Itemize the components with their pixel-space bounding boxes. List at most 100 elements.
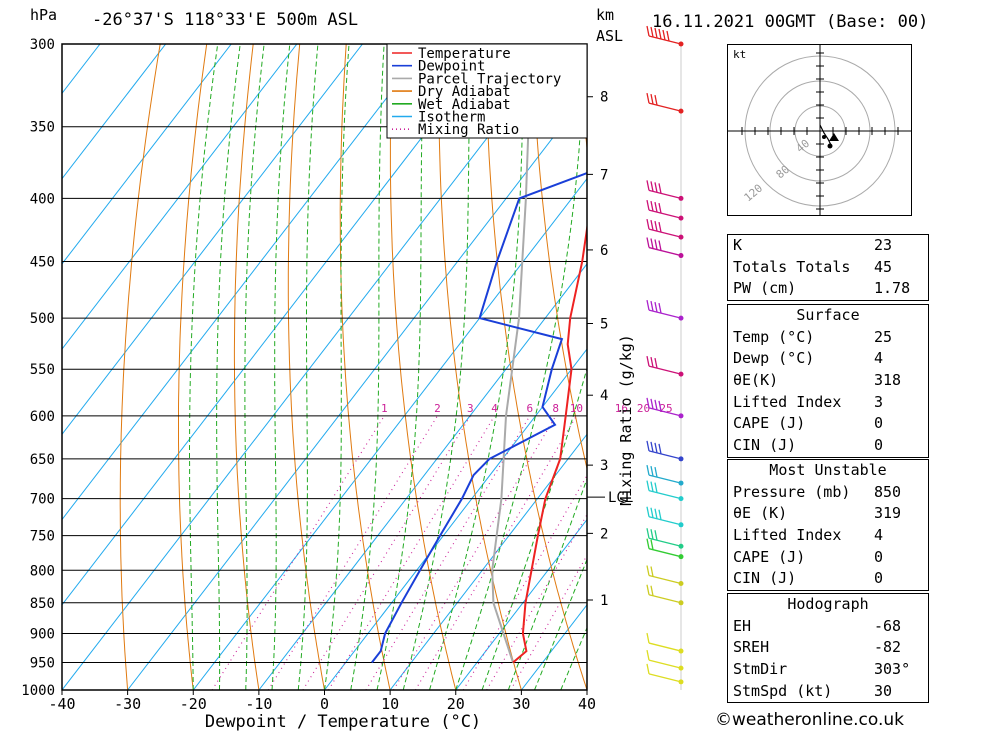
wind-barb-feather [650,220,654,231]
wind-barb-feather [646,355,650,367]
hodograph-table: Hodograph EH -68 SREH -82 StmDir 303° StmSp… [727,593,929,704]
surface-table: Surface Temp (°C) 25 Dewp (°C) 4 θE(K) 318 … [727,304,929,458]
legend-label: Dry Adiabat [418,84,511,100]
wind-barb-feather [654,301,658,313]
wind-barb-feather [654,182,658,193]
x-tick-label: 30 [512,695,530,713]
wind-barb-shaft [648,246,682,257]
unstable-label: CIN (J) [733,569,797,588]
wind-barb-feather [650,356,654,368]
hodo-ring-label-80: 80 [774,163,793,181]
legend-label: Dewpoint [418,59,485,75]
storm-motion-marker [829,133,839,141]
surface-value: 0 [874,414,884,433]
surface-label: CIN (J) [733,436,797,455]
wet-adiabat-line [297,44,319,690]
unstable-value: 850 [874,482,902,501]
pressure-tick-label: 1000 [21,683,55,699]
wind-barb-feather [654,466,658,478]
hodo-row: StmSpd (kt) 30 [728,681,928,703]
mixing-ratio-label: 3 [467,402,474,415]
km-tick-label: 3 [600,458,608,474]
legend-label: Parcel Trajectory [418,71,561,87]
wind-barb-feather [646,25,650,37]
skewt-chart: 1 2 3 4 6 8 10 16 20 25 3003504004505005506006507… [21,25,720,732]
hodo-row: EH -68 [728,616,928,638]
surface-label: Lifted Index [733,392,842,411]
legend-label: Isotherm [418,110,485,126]
hodo-label: StmSpd (kt) [733,681,833,700]
mixing-ratio-line [302,415,471,690]
pressure-tick-label: 850 [30,596,55,612]
isotherm-line [324,348,587,690]
km-tick-label: 2 [600,526,608,542]
pressure-tick-label: 450 [30,255,55,271]
km-tick-label: 5 [600,316,608,332]
wind-barb-feather [650,481,654,492]
wind-barb-feather [658,509,662,520]
wind-barb-shaft [648,489,682,500]
index-label: Totals Totals [733,257,851,276]
temperature-line [512,222,587,664]
isotherm-line [62,44,363,436]
hodo-trace [819,124,832,146]
unstable-value: 0 [874,569,884,588]
surface-value: 0 [874,436,884,455]
unstable-label: θE (K) [733,504,788,523]
wind-barb-feather [654,399,658,411]
unstable-row: θE (K) 319 [728,503,928,525]
wind-barb-feather [654,201,658,213]
dry-adiabat-line [718,44,720,690]
copyright-link[interactable]: ©weatheronline.co.uk [715,710,905,730]
wind-barb-shaft [648,574,682,585]
wind-barb-feather [654,508,658,519]
unstable-label: Lifted Index [733,526,842,545]
wind-barb-feather [658,240,662,251]
wind-barb-feather [646,397,650,409]
wind-barb-feather [658,183,662,194]
wind-barb-shaft [648,642,682,652]
wind-barb-feather [650,398,654,410]
wind-barb-feather [650,529,654,540]
wind-barb-feather [650,465,654,477]
surface-label: θE(K) [733,371,779,390]
index-label: K [733,236,743,254]
hodo-ring-label-120: 120 [742,182,766,205]
pressure-tick-label: 300 [30,37,55,53]
wind-barb-shaft [648,516,682,526]
location-title: -26°37'S 118°33'E 500m ASL [92,10,359,30]
indices-row: K 23 [728,235,928,257]
wind-barb-feather [658,222,662,233]
most-unstable-title: Most Unstable [769,461,887,479]
index-value: 1.78 [874,279,911,298]
isotherm-line [258,263,587,690]
x-tick-label: 0 [320,695,329,713]
wind-barb-feather [654,27,658,39]
legend-box [386,43,588,139]
wind-barb-feather [646,538,650,549]
surface-row: Lifted Index 3 [728,392,928,414]
surface-value: 3 [874,392,884,411]
pressure-tick-label: 500 [30,311,55,327]
index-label: PW (cm) [733,279,797,298]
wind-barb-feather [650,441,654,452]
hodograph-plot: kt 40 80 120 [728,45,911,215]
isotherm-line [62,44,167,180]
hodo-row: SREH -82 [728,637,928,659]
wind-barb-feather [646,180,650,191]
wind-barb-feather [646,632,650,644]
unstable-label: CAPE (J) [733,547,806,566]
wind-barb-shaft [648,102,682,112]
wind-barb-feather [650,300,654,312]
surface-row: CIN (J) 0 [728,435,928,457]
wind-barb-feather [654,357,658,369]
hodo-unit-label: kt [733,48,746,61]
surface-row: θE(K) 318 [728,370,928,392]
surface-row: Dewp (°C) 4 [728,348,928,370]
surface-value: 25 [874,327,893,346]
x-tick-label: 20 [447,695,465,713]
wind-barb-feather [646,219,650,230]
hodo-value: -82 [874,638,902,657]
wind-barb-feather [658,202,662,214]
index-value: 45 [874,257,893,276]
